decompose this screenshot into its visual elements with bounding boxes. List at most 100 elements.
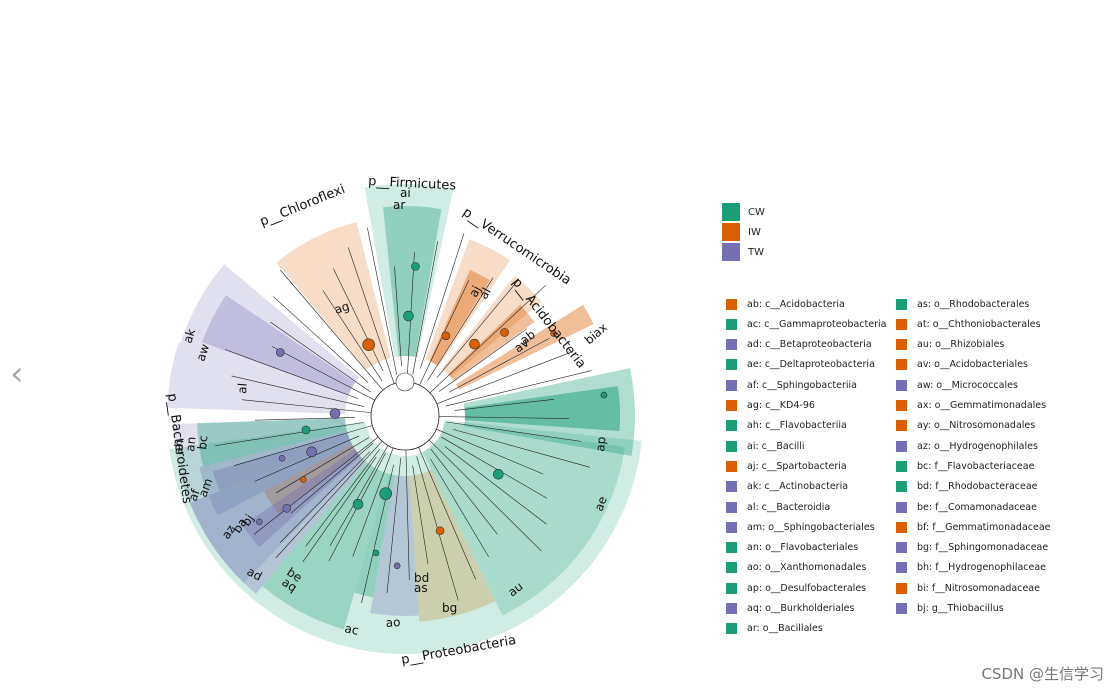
clade-wedge-ag (276, 221, 391, 371)
clade-label: ah: c__Flavobacteriia (747, 420, 847, 432)
clade-swatch (896, 582, 907, 594)
node-ao (352, 498, 364, 510)
clade-swatch (896, 521, 907, 533)
clade-swatch (896, 318, 907, 330)
tree-branch (361, 464, 394, 604)
clade-label: be: f__Comamonadaceae (917, 501, 1037, 513)
sector-label: bc (195, 435, 210, 451)
sector-label: ba (230, 515, 250, 535)
clade-swatch (726, 481, 737, 493)
clade-label: bh: f__Hydrogenophilaceae (917, 562, 1047, 574)
clade-legend-item: ae: c__Deltaproteobacteria (726, 357, 875, 373)
tree-branch (347, 247, 395, 384)
clade-swatch (726, 440, 737, 452)
clade-label: ar: o__Bacillales (747, 623, 823, 635)
clade-legend-item: as: o__Rhodobacterales (896, 296, 1029, 312)
clade-label: an: o__Flavobacteriales (747, 542, 859, 554)
tree-branch (271, 346, 376, 401)
legend-item-iw: IW (722, 222, 761, 242)
clade-swatch (896, 481, 907, 493)
clade-label: ac: c__Gammaproteobacteria (747, 318, 887, 330)
tree-branch (233, 425, 373, 466)
clade-swatch (896, 379, 907, 391)
node-ab (469, 338, 480, 350)
clade-legend-item: ay: o__Nitrosomonadales (896, 418, 1035, 434)
clade-legend-item: av: o__Acidobacteriales (896, 357, 1028, 373)
clade-label: ae: c__Deltaproteobacteria (747, 359, 875, 371)
clade-swatch (726, 521, 737, 533)
tree-root-ring (370, 381, 440, 451)
clade-wedge-ap (464, 386, 621, 431)
clade-label: bj: g__Thiobacillus (917, 603, 1004, 614)
sector-label: ad (245, 564, 265, 583)
clade-label: aj: c__Spartobacteria (747, 460, 847, 472)
clade-label: aq: o__Burkholderiales (747, 603, 855, 614)
tree-branches (215, 227, 592, 604)
sector-label: ar (393, 198, 405, 212)
clade-label: at: o__Chthoniobacterales (917, 318, 1041, 330)
clade-label: ag: c__KD4-96 (747, 400, 815, 411)
clade-wedge-ai (364, 183, 454, 358)
node-al (329, 408, 341, 419)
clade-legend-item: be: f__Comamonadaceae (896, 499, 1037, 515)
clade-label: ai: c__Bacilli (747, 440, 805, 452)
legend-swatch-iw (722, 223, 740, 241)
tree-branch (279, 451, 371, 543)
node-ap (600, 391, 608, 399)
clade-wedge-ar (383, 206, 442, 357)
clade-swatch (726, 420, 737, 432)
tree-branch (418, 447, 476, 580)
tree-branch (441, 436, 548, 499)
clade-swatch (896, 339, 907, 351)
tree-branch (446, 421, 582, 442)
tree-branch (215, 422, 364, 447)
legend-swatch-tw (722, 243, 740, 261)
node-bf (299, 476, 307, 483)
node-bg (393, 562, 401, 570)
tree-branch (224, 349, 359, 399)
tree-nodes (256, 262, 608, 570)
clade-legend-item: aw: o__Micrococcales (896, 377, 1018, 393)
sector-label: am (196, 476, 216, 499)
clade-swatch (726, 562, 737, 574)
tree-branch (453, 429, 591, 468)
tree-branch (428, 439, 542, 552)
legend-label-tw: TW (748, 246, 764, 258)
sector-label: ao (385, 615, 401, 630)
sector-label: ag (333, 299, 352, 317)
clade-legend-item: at: o__Chthoniobacterales (896, 316, 1041, 332)
clade-legend-item: ap: o__Desulfobacterales (726, 580, 866, 596)
clade-swatch (726, 339, 737, 351)
sector-label: al (235, 383, 250, 395)
clade-legend-item: an: o__Flavobacteriales (726, 540, 858, 556)
tree-branch (436, 428, 544, 475)
clade-swatch (896, 501, 907, 513)
tree-branch (254, 435, 360, 482)
tree-branch (429, 285, 546, 394)
clade-wedge-ab (441, 275, 542, 378)
tree-branch (445, 370, 592, 407)
root-node (395, 372, 415, 392)
tree-branch (302, 456, 377, 562)
clade-legend-item: ag: c__KD4-96 (726, 398, 815, 414)
clade-legend-item: ah: c__Flavobacteriia (726, 418, 847, 434)
node-ac (379, 487, 392, 500)
sector-label: bg (442, 601, 457, 615)
back-arrow-icon[interactable]: ‹ (10, 354, 24, 394)
node-ag (362, 338, 375, 352)
tree-branch (436, 351, 572, 405)
sector-label: af (186, 487, 203, 503)
clade-legend-item: ad: c__Betaproteobacteria (726, 337, 872, 353)
clade-label: ao: o__Xanthomonadales (747, 562, 867, 574)
clade-legend-item: au: o__Rhizobiales (896, 337, 1004, 353)
node-au (435, 526, 445, 536)
tree-branch (427, 277, 494, 381)
clade-legend-item: bf: f__Gemmatimonadaceae (896, 519, 1051, 535)
clade-wedge-ac (169, 420, 642, 655)
clade-legend-item: az: o__Hydrogenophilales (896, 438, 1038, 454)
clade-legend-item: ak: c__Actinobacteria (726, 479, 848, 495)
sector-label: av (512, 336, 532, 356)
clade-swatch (726, 379, 737, 391)
clade-swatch (726, 501, 737, 513)
clade-legend-item: bc: f__Flavobacteriaceae (896, 458, 1034, 474)
